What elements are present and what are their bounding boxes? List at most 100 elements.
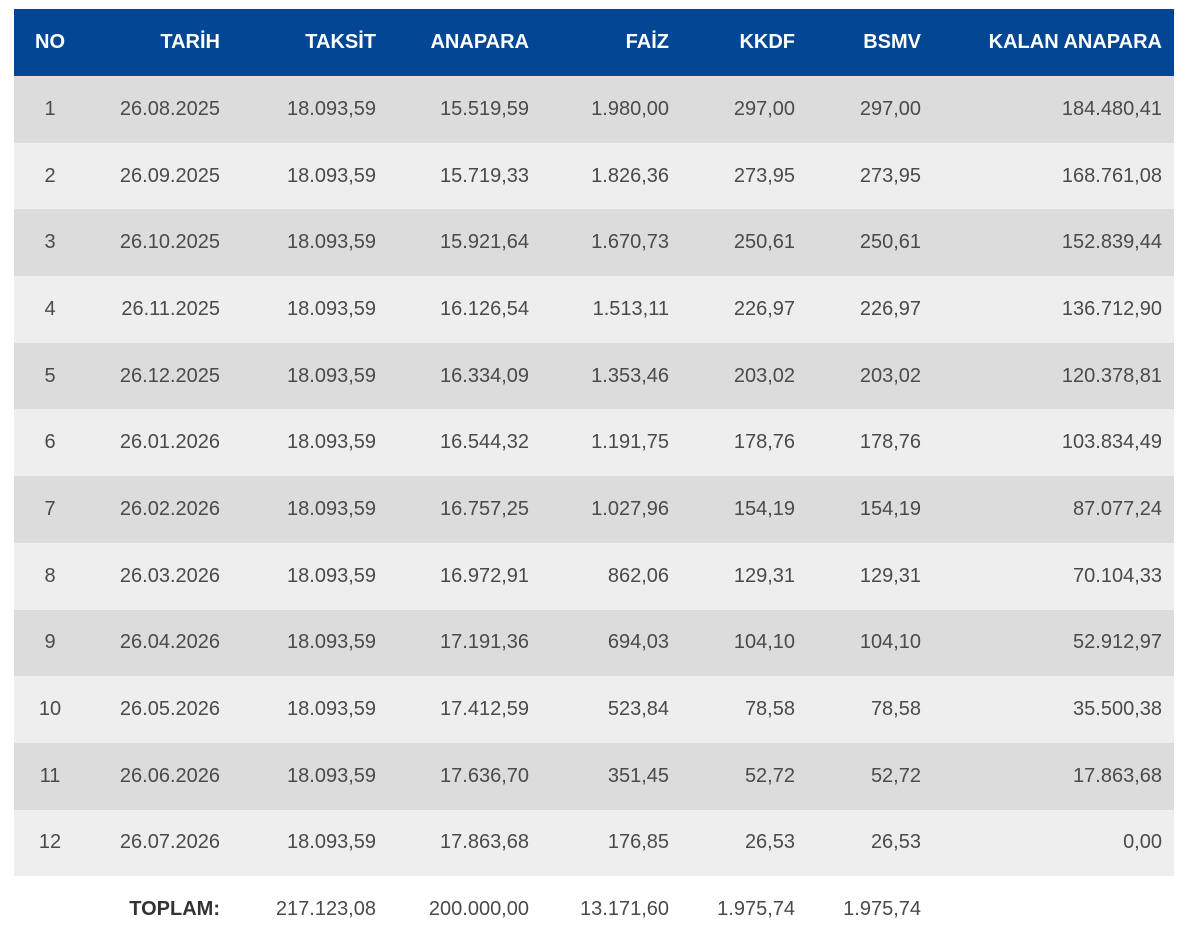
cell-no: 3 <box>44 231 56 254</box>
cell-bsmv: 129,31 <box>859 564 921 587</box>
cell-date: 26.01.2026 <box>119 431 220 454</box>
cell-remaining-principal: 184.480,41 <box>1061 97 1162 120</box>
table-row: 3 26.10.2025 18.093,59 15.921,64 1.670,73 250… <box>14 209 1174 277</box>
table-row: 8 26.03.2026 18.093,59 16.972,91 862,06 129,3… <box>14 542 1174 610</box>
cell-date: 26.08.2025 <box>119 97 220 120</box>
cell-bsmv: 273,95 <box>859 164 921 187</box>
table-row: 2 26.09.2025 18.093,59 15.719,33 1.826,36 273… <box>14 142 1174 210</box>
cell-remaining-principal: 17.863,68 <box>1073 764 1162 787</box>
cell-installment: 18.093,59 <box>287 698 376 721</box>
cell-bsmv: 104,10 <box>859 631 921 654</box>
cell-date: 26.12.2025 <box>119 364 220 387</box>
payment-plan-table-wrapper: NO TARİH TAKSİT ANAPARA FAİZ KKDF BSMV K… <box>14 9 1174 943</box>
table-footer: TOPLAM: 217.123,08 200.000,00 13.171,60 … <box>14 876 1174 943</box>
totals-empty-last-cell <box>933 876 1174 942</box>
cell-no: 10 <box>38 698 62 721</box>
cell-installment: 18.093,59 <box>287 631 376 654</box>
cell-no: 11 <box>39 764 61 787</box>
cell-remaining-principal: 120.378,81 <box>1061 364 1162 387</box>
totals-label: TOPLAM: <box>129 897 220 920</box>
cell-remaining-principal: 87.077,24 <box>1073 497 1162 520</box>
cell-principal: 16.972,91 <box>440 564 529 587</box>
cell-installment: 18.093,59 <box>287 231 376 254</box>
cell-principal: 17.636,70 <box>440 764 529 787</box>
total-bsmv: 1.975,74 <box>843 897 921 920</box>
cell-no: 6 <box>44 431 56 454</box>
cell-bsmv: 178,76 <box>859 431 921 454</box>
cell-interest: 523,84 <box>607 698 669 721</box>
table-row: 5 26.12.2025 18.093,59 16.334,09 1.353,46 203… <box>14 342 1174 410</box>
column-header-date: TARİH <box>160 31 220 53</box>
column-header-installment: TAKSİT <box>305 31 376 53</box>
cell-installment: 18.093,59 <box>287 164 376 187</box>
column-header-principal: ANAPARA <box>430 31 529 53</box>
cell-kkdf: 250,61 <box>733 231 795 254</box>
cell-interest: 1.353,46 <box>591 364 669 387</box>
cell-date: 26.02.2026 <box>119 497 220 520</box>
table-row: 7 26.02.2026 18.093,59 16.757,25 1.027,96 154… <box>14 476 1174 543</box>
cell-remaining-principal: 168.761,08 <box>1061 164 1162 187</box>
cell-installment: 18.093,59 <box>287 497 376 520</box>
cell-interest: 1.513,11 <box>592 297 669 320</box>
cell-remaining-principal: 136.712,90 <box>1061 297 1162 320</box>
table-body: 1 26.08.2025 18.093,59 15.519,59 1.980,00 297… <box>14 76 1174 877</box>
column-header-bsmv: BSMV <box>863 31 921 53</box>
cell-kkdf: 78,58 <box>744 698 795 721</box>
cell-interest: 862,06 <box>607 564 669 587</box>
cell-kkdf: 226,97 <box>733 297 795 320</box>
cell-remaining-principal: 0,00 <box>1123 831 1162 854</box>
table-row: 4 26.11.2025 18.093,59 16.126,54 1.513,11 226… <box>14 276 1174 343</box>
column-header-remaining-principal: KALAN ANAPARA <box>988 31 1162 53</box>
cell-installment: 18.093,59 <box>287 364 376 387</box>
cell-interest: 1.826,36 <box>591 164 669 187</box>
cell-bsmv: 297,00 <box>859 97 921 120</box>
cell-principal: 17.863,68 <box>440 831 529 854</box>
cell-principal: 16.544,32 <box>440 431 529 454</box>
total-principal: 200.000,00 <box>428 897 529 920</box>
cell-kkdf: 129,31 <box>733 564 795 587</box>
cell-bsmv: 250,61 <box>859 231 921 254</box>
cell-no: 1 <box>44 97 56 120</box>
cell-kkdf: 273,95 <box>733 164 795 187</box>
cell-date: 26.06.2026 <box>119 764 220 787</box>
cell-principal: 15.519,59 <box>440 97 529 120</box>
cell-kkdf: 203,02 <box>733 364 795 387</box>
cell-bsmv: 52,72 <box>870 764 921 787</box>
cell-installment: 18.093,59 <box>287 764 376 787</box>
table-row: 12 26.07.2026 18.093,59 17.863,68 176,85 26,5… <box>14 809 1174 877</box>
table-header: NO TARİH TAKSİT ANAPARA FAİZ KKDF BSMV K… <box>14 9 1174 76</box>
cell-principal: 15.921,64 <box>440 231 529 254</box>
cell-installment: 18.093,59 <box>287 564 376 587</box>
cell-bsmv: 203,02 <box>859 364 921 387</box>
total-interest: 13.171,60 <box>580 897 669 920</box>
cell-principal: 16.334,09 <box>440 364 529 387</box>
cell-kkdf: 26,53 <box>744 831 795 854</box>
cell-no: 8 <box>44 564 56 587</box>
cell-no: 7 <box>44 497 56 520</box>
cell-remaining-principal: 35.500,38 <box>1073 698 1162 721</box>
cell-no: 9 <box>44 631 56 654</box>
totals-empty-cell <box>14 876 86 942</box>
total-installment: 217.123,08 <box>275 897 376 920</box>
cell-interest: 694,03 <box>607 631 669 654</box>
cell-no: 12 <box>38 831 62 854</box>
cell-remaining-principal: 152.839,44 <box>1061 231 1162 254</box>
cell-installment: 18.093,59 <box>287 97 376 120</box>
totals-row: TOPLAM: 217.123,08 200.000,00 13.171,60 … <box>14 876 1174 943</box>
cell-kkdf: 178,76 <box>733 431 795 454</box>
cell-principal: 17.412,59 <box>440 698 529 721</box>
cell-bsmv: 154,19 <box>859 497 921 520</box>
cell-remaining-principal: 52.912,97 <box>1073 631 1162 654</box>
cell-interest: 351,45 <box>607 764 669 787</box>
table-row: 9 26.04.2026 18.093,59 17.191,36 694,03 104,1… <box>14 609 1174 677</box>
cell-kkdf: 154,19 <box>733 497 795 520</box>
column-header-interest: FAİZ <box>625 31 669 53</box>
cell-date: 26.05.2026 <box>119 698 220 721</box>
cell-interest: 1.191,75 <box>591 431 669 454</box>
cell-installment: 18.093,59 <box>287 831 376 854</box>
cell-interest: 1.980,00 <box>591 97 669 120</box>
cell-installment: 18.093,59 <box>287 297 376 320</box>
cell-installment: 18.093,59 <box>287 431 376 454</box>
cell-date: 26.07.2026 <box>119 831 220 854</box>
cell-date: 26.09.2025 <box>119 164 220 187</box>
